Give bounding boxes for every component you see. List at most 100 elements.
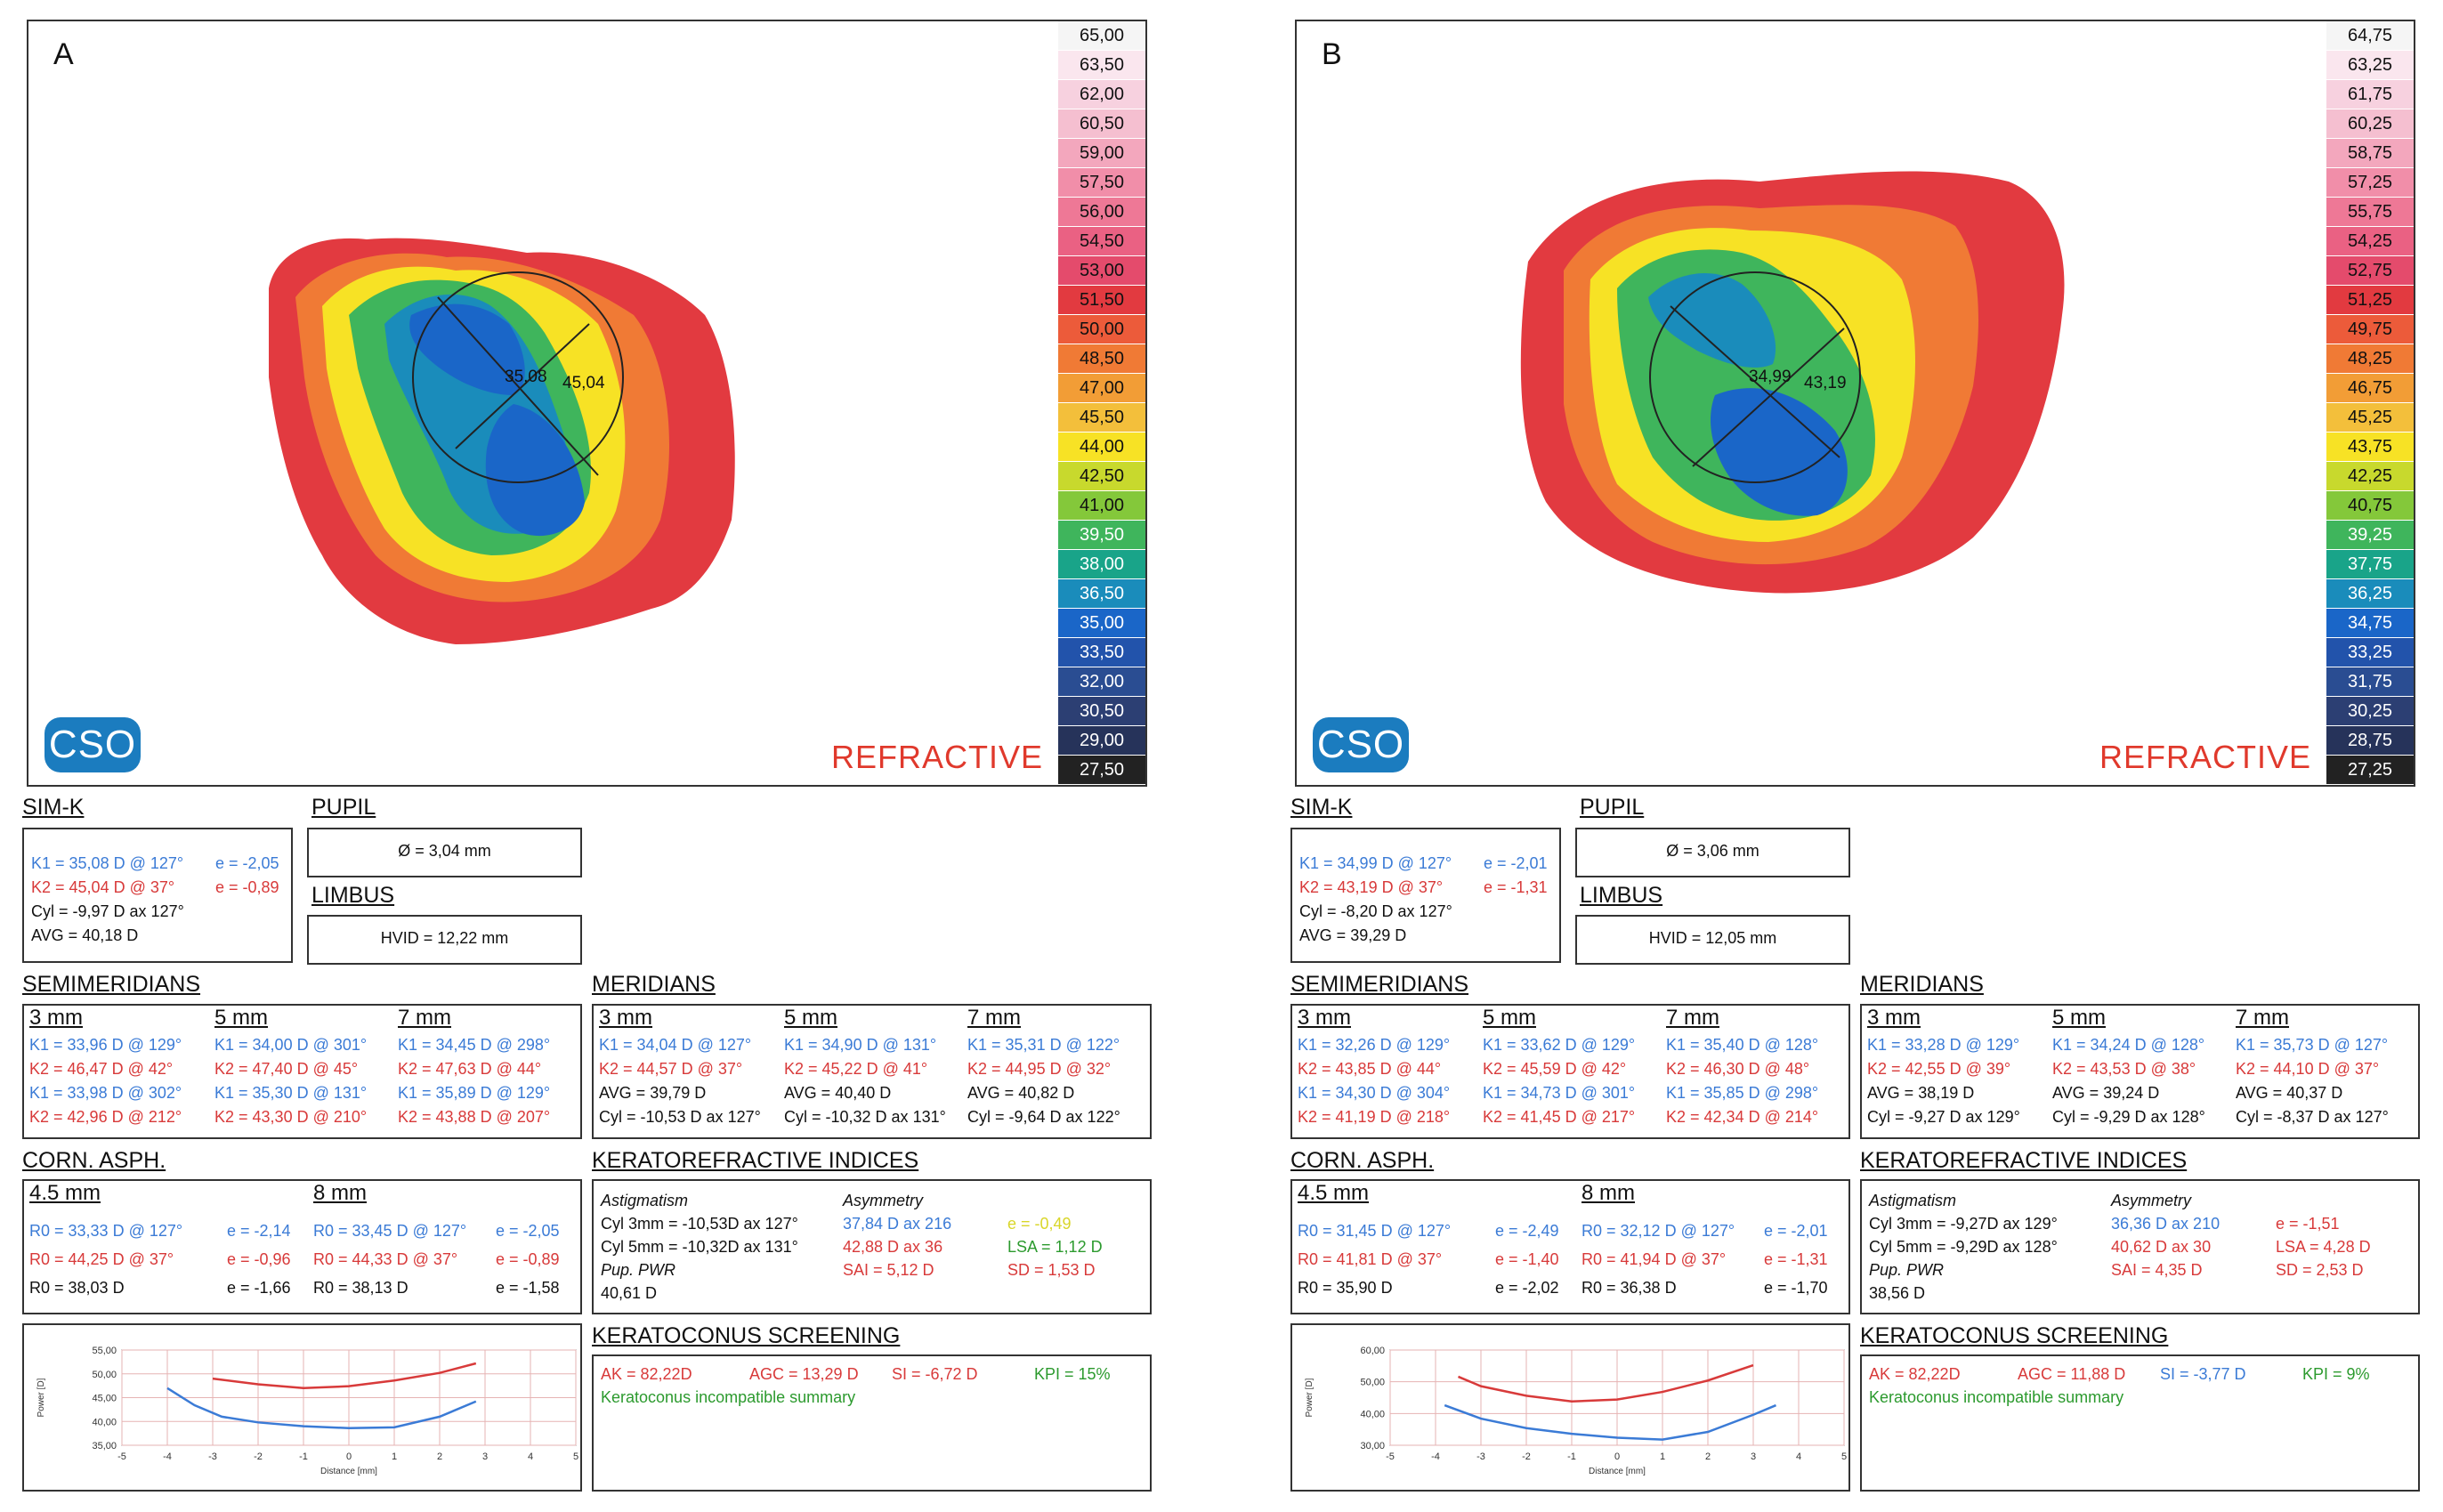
col-head: 7 mm xyxy=(1666,1006,1719,1030)
red-profile-line xyxy=(1458,1363,1754,1403)
asph-value: R0 = 32,12 D @ 127° xyxy=(1581,1222,1735,1240)
scale-step: 39,25 xyxy=(2326,521,2414,550)
scale-step: 38,00 xyxy=(1058,550,1145,579)
asph-value: e = -1,70 xyxy=(1764,1279,1828,1297)
semi-value: K1 = 35,85 D @ 298° xyxy=(1666,1084,1819,1102)
x-tick-label: -5 xyxy=(1386,1451,1395,1462)
scale-step: 54,25 xyxy=(2326,227,2414,256)
col-head: 3 mm xyxy=(599,1006,652,1030)
col-head: 3 mm xyxy=(1867,1006,1921,1030)
topography-map-panel: 35,08 45,04 A 65,00 63,50 62,00 60,50 59… xyxy=(27,20,1147,787)
col-head: 8 mm xyxy=(1581,1181,1635,1205)
simk-e1: e = -2,01 xyxy=(1484,854,1548,872)
corneal-topography-map: 34,99 43,19 xyxy=(1520,171,2065,594)
kindex-value: Cyl 5mm = -9,29D ax 128° xyxy=(1869,1238,2058,1256)
red-profile-line xyxy=(212,1362,477,1390)
scale-step: 31,75 xyxy=(2326,667,2414,697)
semimeridians-box: 3 mm K1 = 33,96 D @ 129° K2 = 46,47 D @ … xyxy=(22,1004,582,1139)
limbus-box: HVID = 12,22 mm xyxy=(307,915,582,965)
kc-agc: AGC = 13,29 D xyxy=(749,1365,859,1383)
scale-step: 30,25 xyxy=(2326,697,2414,726)
scale-step: 35,00 xyxy=(1058,609,1145,638)
asph-value: e = -2,14 xyxy=(227,1222,291,1240)
map-k1-value: 34,99 xyxy=(1749,368,1792,386)
asph-value: e = -2,02 xyxy=(1495,1279,1559,1297)
simk-cyl: Cyl = -9,97 D ax 127° xyxy=(31,902,184,920)
x-tick-label: -2 xyxy=(1522,1451,1531,1462)
asph-value: R0 = 38,13 D xyxy=(313,1279,409,1297)
simk-box: K1 = 35,08 D @ 127° e = -2,05 K2 = 45,04… xyxy=(22,828,293,963)
scale-step: 61,75 xyxy=(2326,80,2414,109)
scale-step: 28,75 xyxy=(2326,726,2414,756)
col-head: 5 mm xyxy=(1483,1006,1536,1030)
asph-value: e = -1,31 xyxy=(1764,1250,1828,1268)
x-tick-label: 2 xyxy=(437,1451,442,1462)
simk-box: K1 = 34,99 D @ 127° e = -2,01 K2 = 43,19… xyxy=(1290,828,1561,963)
color-scale-legend: 64,75 63,25 61,75 60,25 58,75 57,25 55,7… xyxy=(2326,21,2414,785)
x-axis-label: Distance [mm] xyxy=(1589,1467,1646,1476)
kindex-value: e = -0,49 xyxy=(1007,1215,1072,1233)
simk-k1: K1 = 35,08 D @ 127° xyxy=(31,854,184,872)
scale-step: 58,75 xyxy=(2326,139,2414,168)
map-type-label: REFRACTIVE xyxy=(2099,739,2311,775)
semi-value: K1 = 33,96 D @ 129° xyxy=(29,1036,182,1054)
limbus-value: HVID = 12,05 mm xyxy=(1648,929,1777,947)
col-head: 7 mm xyxy=(967,1006,1021,1030)
pupil-box: Ø = 3,06 mm xyxy=(1575,828,1850,877)
scale-step: 37,75 xyxy=(2326,550,2414,579)
meridian-value: K2 = 44,57 D @ 37° xyxy=(599,1060,743,1078)
semi-value: K1 = 33,98 D @ 302° xyxy=(29,1084,182,1102)
keratoconus-title: KERATOCONUS SCREENING xyxy=(592,1323,901,1348)
scale-step: 33,50 xyxy=(1058,638,1145,667)
x-tick-label: -4 xyxy=(163,1451,172,1462)
map-axes-overlay xyxy=(412,271,624,483)
kc-kpi: KPI = 9% xyxy=(2302,1365,2370,1383)
astig-label: Astigmatism xyxy=(1869,1192,1957,1209)
kindex-value: SAI = 4,35 D xyxy=(2111,1261,2203,1279)
scale-step: 42,50 xyxy=(1058,462,1145,491)
meridian-value: AVG = 39,79 D xyxy=(599,1084,707,1102)
blue-profile-line xyxy=(166,1387,477,1429)
meridian-value: AVG = 38,19 D xyxy=(1867,1084,1975,1102)
meridian-value: K2 = 44,95 D @ 32° xyxy=(967,1060,1112,1078)
map-color-zones xyxy=(1520,171,2065,594)
keratorefractive-box: Astigmatism Cyl 3mm = -10,53D ax 127° Cy… xyxy=(592,1179,1152,1314)
corn-asph-title: CORN. ASPH. xyxy=(22,1148,166,1173)
asph-value: e = -1,40 xyxy=(1495,1250,1559,1268)
meridians-box: 3 mm K1 = 34,04 D @ 127° K2 = 44,57 D @ … xyxy=(592,1004,1152,1139)
map-k2-value: 45,04 xyxy=(562,374,605,392)
asph-value: R0 = 41,81 D @ 37° xyxy=(1298,1250,1443,1268)
col-head: 3 mm xyxy=(29,1006,83,1030)
asph-value: e = -2,49 xyxy=(1495,1222,1559,1240)
corn-asph-box: 4.5 mm 8 mm R0 = 31,45 D @ 127° e = -2,4… xyxy=(1290,1179,1850,1314)
x-tick-label: 1 xyxy=(392,1451,397,1462)
meridians-box: 3 mm K1 = 33,28 D @ 129° K2 = 42,55 D @ … xyxy=(1860,1004,2420,1139)
simk-e2: e = -1,31 xyxy=(1484,878,1548,896)
panel-label: A xyxy=(53,37,74,71)
scale-step: 46,75 xyxy=(2326,374,2414,403)
meridian-value: AVG = 40,37 D xyxy=(2236,1084,2343,1102)
y-tick-label: 45,00 xyxy=(92,1394,117,1404)
asph-value: e = -2,01 xyxy=(1764,1222,1828,1240)
kc-si: SI = -6,72 D xyxy=(892,1365,978,1383)
scale-step: 52,75 xyxy=(2326,256,2414,286)
asph-value: R0 = 35,90 D xyxy=(1298,1279,1393,1297)
scale-step: 63,25 xyxy=(2326,51,2414,80)
semi-value: K2 = 45,59 D @ 42° xyxy=(1483,1060,1627,1078)
meridian-value: Cyl = -9,29 D ax 128° xyxy=(2052,1108,2205,1126)
meridians-title: MERIDIANS xyxy=(592,972,716,997)
semi-value: K2 = 47,40 D @ 45° xyxy=(214,1060,359,1078)
power-profile-chart: 55,00 50,00 45,00 40,00 35,00-5 -4 -3 -2 -1 0 1 2 3 4… xyxy=(36,1346,578,1476)
kindex-value: 42,88 D ax 36 xyxy=(843,1238,943,1256)
y-tick-label: 55,00 xyxy=(92,1346,117,1356)
keratorefractive-box: Astigmatism Cyl 3mm = -9,27D ax 129° Cyl… xyxy=(1860,1179,2420,1314)
asph-value: e = -0,89 xyxy=(496,1250,560,1268)
asym-label: Asymmetry xyxy=(843,1192,923,1209)
scale-step: 59,00 xyxy=(1058,139,1145,168)
simk-cyl: Cyl = -8,20 D ax 127° xyxy=(1299,902,1452,920)
scale-step: 49,75 xyxy=(2326,315,2414,344)
x-tick-label: -3 xyxy=(208,1451,217,1462)
keratorefractive-title: KERATOREFRACTIVE INDICES xyxy=(592,1148,919,1173)
kindex-value: Cyl 5mm = -10,32D ax 131° xyxy=(601,1238,798,1256)
scale-step: 30,50 xyxy=(1058,697,1145,726)
